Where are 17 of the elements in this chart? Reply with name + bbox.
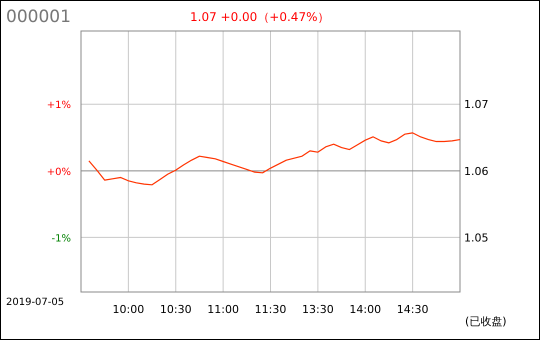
annotation: 2019-07-05 (6, 297, 64, 308)
ytick: +1% (46, 100, 71, 112)
title: 000001 (6, 7, 71, 27)
xtick: 14:00 (349, 303, 382, 316)
y2tick: 1.07 (464, 98, 488, 112)
y2tick: 1.05 (464, 231, 488, 244)
ytick: +0% (46, 166, 71, 178)
annotation: (已收盘) (465, 315, 507, 328)
xtick: 14:30 (396, 303, 428, 316)
xtick: 11:00 (207, 303, 239, 316)
xtick: 13:30 (302, 303, 334, 316)
xtick: 11:30 (254, 303, 286, 316)
y2tick: 1.06 (464, 164, 488, 178)
xtick: 10:00 (112, 303, 144, 316)
subtitle: 1.07 +0.00（+0.47%） (190, 10, 330, 24)
xtick: 10:30 (160, 303, 192, 316)
ytick: -1% (52, 233, 71, 244)
